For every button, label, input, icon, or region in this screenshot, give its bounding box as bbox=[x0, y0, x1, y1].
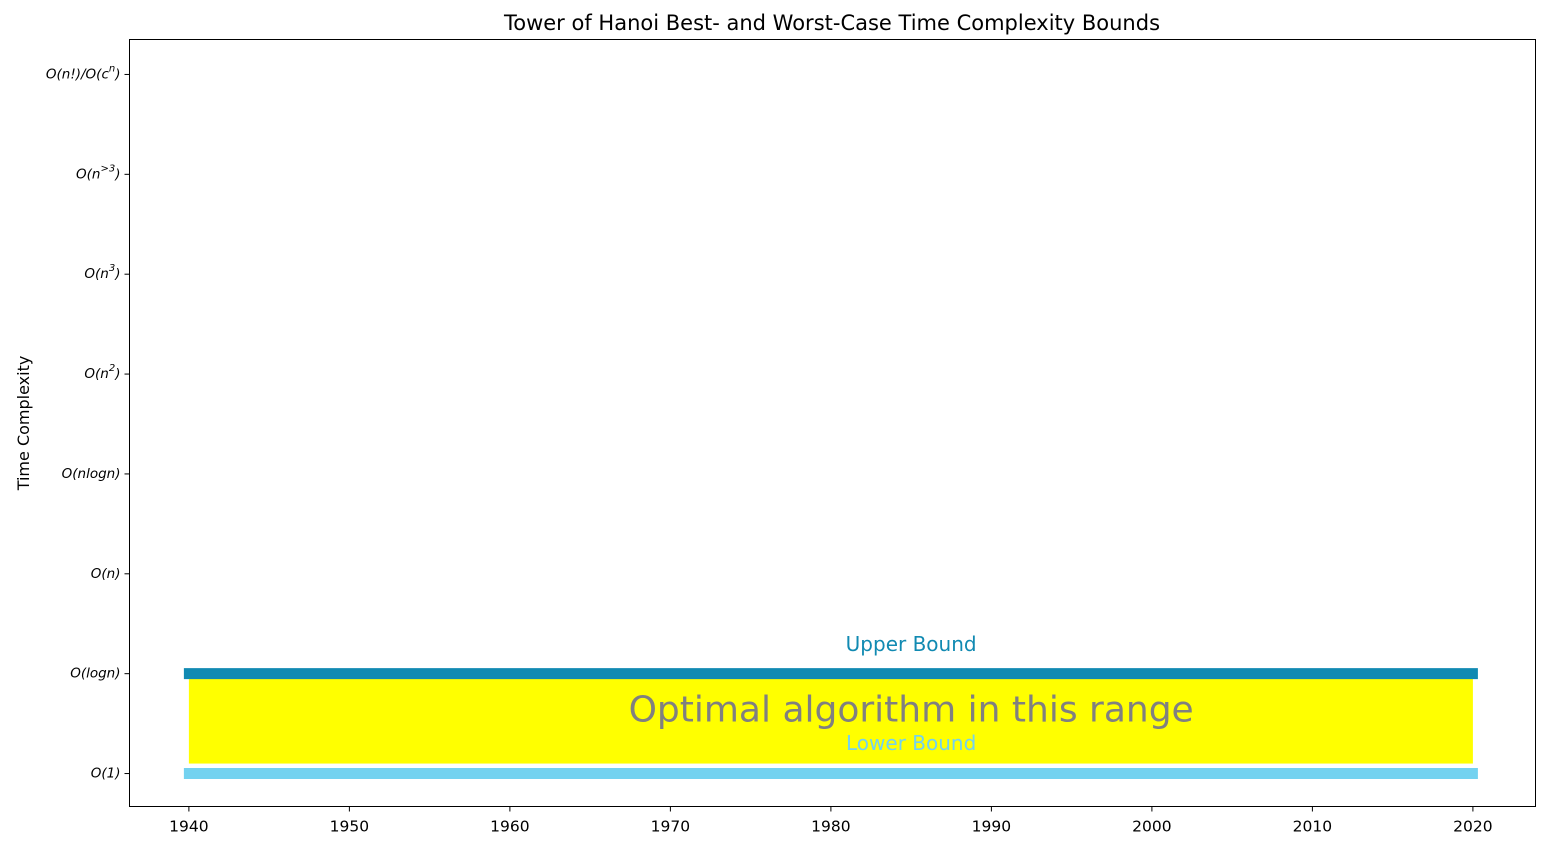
x-tick-label: 2010 bbox=[1293, 818, 1332, 836]
x-tick-label: 1990 bbox=[972, 818, 1011, 836]
y-tick-label: O(n2) bbox=[84, 363, 120, 382]
x-tick-label: 1980 bbox=[811, 818, 850, 836]
region-label: Optimal algorithm in this range bbox=[629, 690, 1194, 731]
x-tick-label: 1970 bbox=[651, 818, 690, 836]
x-tick-label: 1950 bbox=[330, 818, 369, 836]
x-tick-label: 2020 bbox=[1453, 818, 1492, 836]
y-tick-label: O(1) bbox=[91, 766, 121, 782]
x-tick-label: 2000 bbox=[1132, 818, 1171, 836]
y-tick-label: O(n) bbox=[91, 566, 121, 582]
x-tick-label: 1960 bbox=[490, 818, 529, 836]
y-tick-label: O(nlogn) bbox=[62, 466, 121, 482]
optimal-region bbox=[188, 678, 1473, 764]
y-tick-label: O(n>3) bbox=[76, 163, 120, 182]
plot-frame bbox=[129, 39, 1536, 807]
y-axis-label: Time Complexity bbox=[14, 356, 33, 492]
y-tick-label: O(logn) bbox=[70, 666, 120, 682]
y-tick-label: O(n3) bbox=[84, 263, 120, 282]
chart-title: Tower of Hanoi Best- and Worst-Case Time… bbox=[503, 11, 1160, 35]
x-tick-label: 1940 bbox=[169, 818, 208, 836]
y-tick-label: O(n!)/O(cn) bbox=[46, 63, 121, 82]
x-axis: 1940 1950 1960 1970 1980 1990 2000 2010 2020 bbox=[169, 806, 1493, 836]
lower-bound-label: Lower Bound bbox=[846, 731, 976, 755]
upper-bound-label: Upper Bound bbox=[846, 632, 977, 656]
y-axis: O(1) O(logn) O(n) O(nlogn) O(n2) O(n3) O(n>3) O… bbox=[46, 63, 130, 782]
